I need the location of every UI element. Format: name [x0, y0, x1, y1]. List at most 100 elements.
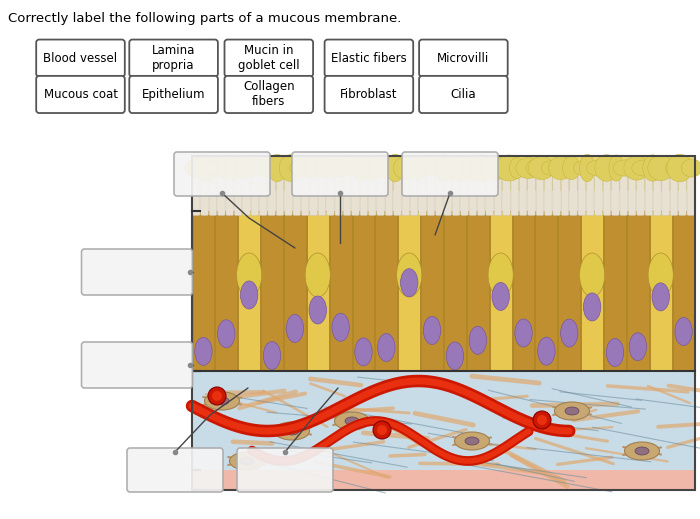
- FancyBboxPatch shape: [519, 172, 527, 215]
- Ellipse shape: [643, 155, 663, 181]
- Bar: [627, 211, 649, 371]
- Ellipse shape: [236, 157, 250, 179]
- FancyBboxPatch shape: [503, 172, 510, 215]
- Ellipse shape: [360, 156, 384, 180]
- Text: Blood vessel: Blood vessel: [43, 51, 118, 65]
- FancyBboxPatch shape: [360, 172, 368, 215]
- Text: Correctly label the following parts of a mucous membrane.: Correctly label the following parts of a…: [8, 12, 401, 25]
- Ellipse shape: [652, 283, 669, 311]
- Bar: [192, 156, 695, 490]
- Ellipse shape: [496, 155, 523, 181]
- FancyBboxPatch shape: [461, 172, 468, 215]
- Bar: [192, 211, 695, 371]
- FancyBboxPatch shape: [427, 172, 435, 215]
- Bar: [559, 211, 580, 371]
- Bar: [581, 211, 603, 371]
- FancyBboxPatch shape: [435, 172, 443, 215]
- FancyBboxPatch shape: [343, 172, 351, 215]
- Ellipse shape: [309, 296, 326, 324]
- Ellipse shape: [565, 407, 579, 415]
- FancyBboxPatch shape: [587, 172, 594, 215]
- FancyBboxPatch shape: [486, 172, 493, 215]
- Ellipse shape: [435, 154, 452, 182]
- Ellipse shape: [624, 442, 659, 460]
- Ellipse shape: [667, 154, 692, 182]
- Bar: [192, 468, 695, 490]
- Ellipse shape: [304, 158, 323, 179]
- Bar: [284, 211, 306, 371]
- Bar: [444, 211, 466, 371]
- Ellipse shape: [215, 397, 229, 405]
- Ellipse shape: [400, 269, 418, 297]
- FancyBboxPatch shape: [662, 172, 669, 215]
- Ellipse shape: [447, 155, 474, 181]
- Bar: [490, 211, 512, 371]
- Ellipse shape: [606, 338, 624, 366]
- Text: Fibroblast: Fibroblast: [340, 88, 398, 101]
- FancyBboxPatch shape: [687, 172, 694, 215]
- FancyBboxPatch shape: [251, 172, 259, 215]
- FancyBboxPatch shape: [637, 172, 644, 215]
- FancyBboxPatch shape: [351, 172, 359, 215]
- Bar: [238, 211, 260, 371]
- Text: Microvilli: Microvilli: [438, 51, 489, 65]
- FancyBboxPatch shape: [595, 172, 603, 215]
- Ellipse shape: [267, 155, 287, 182]
- Ellipse shape: [240, 457, 254, 465]
- Ellipse shape: [216, 158, 231, 178]
- FancyBboxPatch shape: [260, 172, 267, 215]
- FancyBboxPatch shape: [603, 172, 611, 215]
- Bar: [673, 211, 694, 371]
- Ellipse shape: [446, 342, 463, 370]
- Ellipse shape: [335, 412, 370, 430]
- Ellipse shape: [345, 417, 359, 425]
- FancyBboxPatch shape: [469, 172, 477, 215]
- Ellipse shape: [443, 156, 465, 180]
- Ellipse shape: [230, 452, 265, 470]
- Ellipse shape: [554, 402, 589, 420]
- FancyBboxPatch shape: [226, 172, 234, 215]
- FancyBboxPatch shape: [494, 172, 502, 215]
- Bar: [261, 211, 283, 371]
- Ellipse shape: [549, 156, 573, 180]
- Ellipse shape: [573, 160, 594, 175]
- Ellipse shape: [488, 253, 513, 297]
- FancyBboxPatch shape: [570, 172, 578, 215]
- Ellipse shape: [563, 156, 580, 180]
- Ellipse shape: [510, 158, 524, 179]
- Bar: [536, 211, 557, 371]
- FancyBboxPatch shape: [578, 172, 586, 215]
- Text: Epithelium: Epithelium: [142, 88, 205, 101]
- Text: Collagen
fibers: Collagen fibers: [243, 80, 295, 108]
- FancyBboxPatch shape: [310, 172, 317, 215]
- Ellipse shape: [285, 427, 299, 435]
- FancyBboxPatch shape: [268, 172, 275, 215]
- Ellipse shape: [629, 333, 647, 361]
- Circle shape: [533, 411, 551, 429]
- FancyBboxPatch shape: [130, 76, 218, 113]
- Ellipse shape: [240, 159, 260, 177]
- Ellipse shape: [241, 281, 258, 309]
- FancyBboxPatch shape: [237, 448, 333, 492]
- Ellipse shape: [415, 160, 430, 176]
- FancyBboxPatch shape: [654, 172, 661, 215]
- Ellipse shape: [237, 253, 262, 297]
- Bar: [421, 211, 443, 371]
- FancyBboxPatch shape: [528, 172, 536, 215]
- Bar: [193, 211, 214, 371]
- Ellipse shape: [516, 158, 541, 179]
- Text: Lamina
propria: Lamina propria: [152, 44, 195, 72]
- FancyBboxPatch shape: [326, 172, 334, 215]
- FancyBboxPatch shape: [335, 172, 342, 215]
- Bar: [604, 211, 626, 371]
- Ellipse shape: [314, 158, 332, 178]
- FancyBboxPatch shape: [678, 172, 686, 215]
- FancyBboxPatch shape: [419, 39, 508, 77]
- Ellipse shape: [378, 334, 395, 362]
- FancyBboxPatch shape: [419, 172, 426, 215]
- Circle shape: [208, 387, 226, 405]
- Ellipse shape: [561, 319, 578, 347]
- Ellipse shape: [635, 447, 649, 455]
- FancyBboxPatch shape: [225, 76, 313, 113]
- Ellipse shape: [480, 157, 500, 179]
